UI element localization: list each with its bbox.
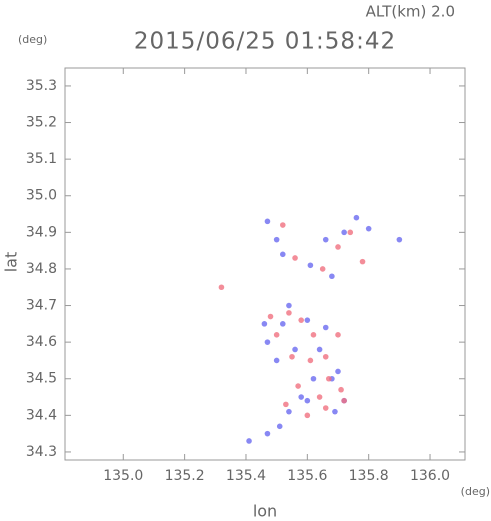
echo-point	[246, 438, 252, 444]
echo-point	[335, 244, 341, 250]
x-tick-label: 135.4	[226, 468, 266, 484]
y-tick-label: 35.3	[26, 78, 57, 94]
y-axis-label: lat	[2, 252, 21, 273]
echo-point	[310, 375, 317, 382]
echo-point	[307, 357, 314, 364]
echo-point	[292, 255, 298, 261]
y-unit: (deg)	[18, 33, 47, 46]
y-tick-label: 35.2	[26, 115, 57, 131]
echo-point	[365, 225, 372, 232]
echo-point	[341, 229, 347, 236]
echo-point	[261, 321, 268, 327]
y-tick-label: 35.1	[26, 151, 57, 167]
altitude-label: ALT(km) 2.0	[366, 3, 455, 21]
echo-point	[283, 401, 289, 408]
echo-point	[353, 214, 360, 221]
echo-point	[359, 258, 366, 265]
x-tick-label: 136.0	[410, 468, 450, 484]
echo-point	[279, 222, 286, 228]
x-tick-label: 135.6	[287, 468, 327, 484]
echo-point	[322, 324, 329, 331]
echo-point	[286, 302, 292, 309]
x-unit: (deg)	[461, 485, 490, 498]
echo-point	[267, 313, 274, 320]
echo-point	[335, 332, 341, 338]
echo-point	[310, 332, 317, 338]
echo-point	[329, 273, 335, 280]
echo-point	[304, 317, 311, 323]
x-tick-label: 135.0	[103, 468, 143, 484]
echo-point	[286, 408, 292, 415]
echo-point	[279, 251, 286, 258]
echo-point	[279, 321, 286, 327]
echo-point	[304, 412, 311, 419]
echo-point	[286, 310, 292, 316]
echo-point	[319, 266, 326, 272]
chart-title: 2015/06/25 01:58:42	[134, 29, 396, 55]
echo-point	[341, 397, 347, 404]
echo-point	[298, 317, 304, 323]
echo-point	[218, 284, 225, 291]
y-tick-label: 34.3	[26, 444, 57, 460]
echo-point	[326, 375, 332, 382]
echo-point	[322, 236, 329, 243]
echo-point	[264, 430, 271, 437]
echo-point	[264, 339, 271, 345]
y-tick-label: 35.0	[26, 188, 57, 204]
echo-point	[273, 236, 280, 243]
echo-point	[332, 408, 338, 415]
echo-point	[264, 218, 271, 225]
echo-point	[273, 357, 280, 364]
echo-point	[347, 229, 354, 236]
echo-point	[322, 405, 329, 411]
plot-frame	[64, 67, 466, 461]
echo-point	[335, 368, 341, 375]
y-tick-label: 34.8	[26, 261, 57, 277]
echo-point	[338, 386, 344, 393]
y-tick-label: 34.7	[26, 298, 57, 314]
echo-point	[292, 346, 298, 353]
echo-point	[322, 353, 329, 360]
x-tick-label: 135.8	[349, 468, 389, 484]
echo-point	[307, 262, 314, 269]
echo-point	[298, 394, 304, 400]
y-tick-label: 34.9	[26, 224, 57, 240]
echo-point	[273, 332, 280, 338]
y-tick-label: 34.4	[26, 407, 57, 423]
y-tick-label: 34.6	[26, 334, 57, 350]
echo-point	[396, 236, 403, 243]
echo-point	[316, 394, 323, 400]
echo-point	[276, 423, 283, 430]
echo-point	[304, 397, 311, 404]
echo-point	[289, 353, 295, 360]
x-axis-label: lon	[253, 502, 277, 521]
echo-point	[295, 383, 301, 389]
echo-point	[316, 346, 323, 353]
y-tick-label: 34.5	[26, 371, 57, 387]
x-tick-label: 135.2	[165, 468, 205, 484]
